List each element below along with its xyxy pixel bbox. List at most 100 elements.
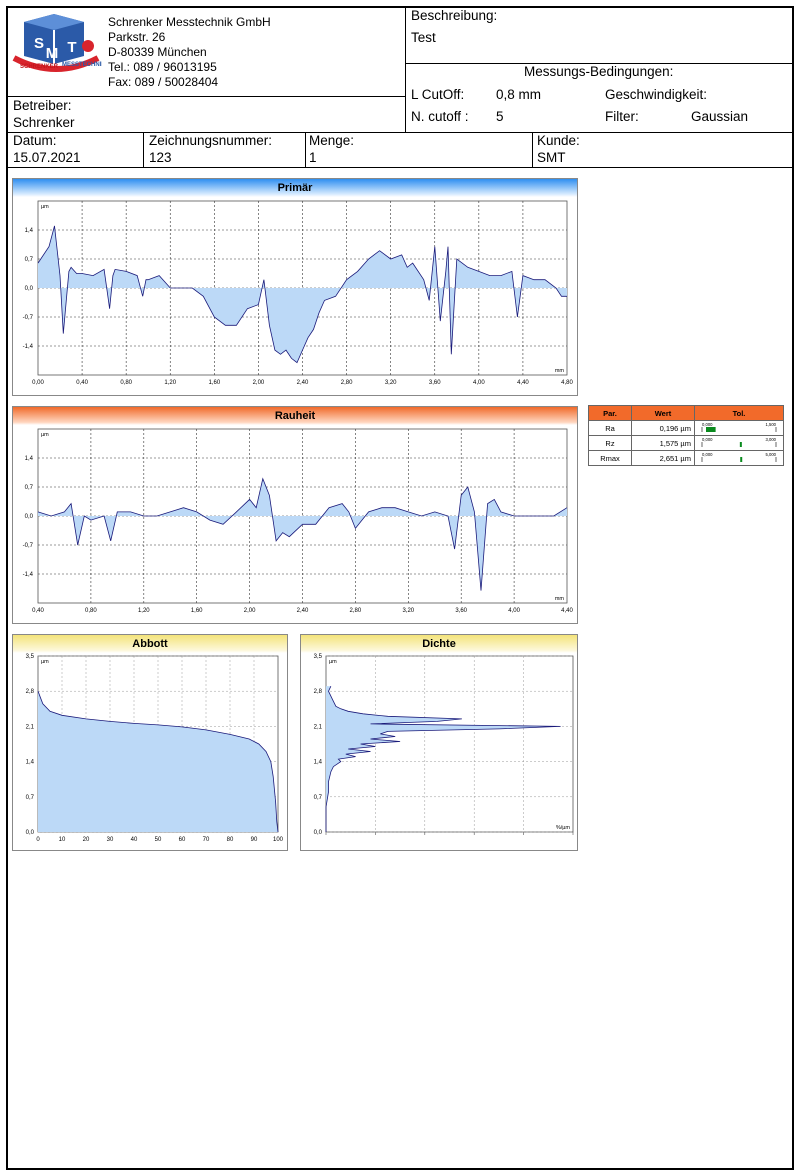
- x-tick-label: 30: [107, 837, 114, 843]
- x-tick-label: 2,40: [297, 608, 309, 614]
- datum-value: 15.07.2021: [13, 150, 81, 165]
- dichte-line: [325, 686, 561, 832]
- x-tick-label: 2,00: [244, 608, 256, 614]
- kunde-value: SMT: [537, 150, 566, 165]
- company-logo: S M T SCHRENKER MESSTECHNIK: [12, 12, 106, 74]
- lcutoff-label: L CutOff:: [411, 87, 465, 102]
- menge-label: Menge:: [309, 133, 355, 148]
- x-tick-label: 0: [36, 837, 40, 843]
- page-frame: [6, 6, 794, 1170]
- y-tick-label: 2,1: [314, 724, 323, 730]
- profile-area: [38, 225, 567, 363]
- x-tick-label: 3,60: [455, 608, 467, 614]
- header-divider: [6, 132, 794, 133]
- abbott-chart: 0 10 20 30 40 50 60 70 80 90 100 3,5 2,8 2,1 1,4 0,7 0,0…: [26, 654, 284, 843]
- header-divider: [405, 6, 406, 132]
- x-unit-label: mm: [555, 368, 565, 374]
- datum-label: Datum:: [13, 133, 57, 148]
- x-tick-label: 10: [59, 837, 66, 843]
- parameter-table-header: Par. Wert Tol.: [588, 405, 784, 421]
- x-tick-label: 2,80: [341, 380, 353, 386]
- x-tick-label: 60: [179, 837, 186, 843]
- x-tick-label: 4,40: [561, 608, 573, 614]
- y-tick-label: 1,4: [314, 760, 323, 766]
- y-tick-label: 0,0: [314, 830, 323, 836]
- x-tick-label: 100: [273, 837, 284, 843]
- tolerance-min: 0,000: [702, 422, 713, 427]
- x-tick-label: 0,80: [85, 608, 97, 614]
- primaer-chart-title: Primär: [13, 179, 577, 197]
- param-name: Rz: [588, 435, 632, 451]
- svg-text:T: T: [67, 39, 76, 56]
- company-name: Schrenker Messtechnik GmbH: [108, 15, 271, 29]
- x-tick-label: 0,80: [120, 380, 132, 386]
- table-row: Rz 1,575 µm 0,000 3,000: [588, 435, 784, 451]
- x-tick-label: 3,20: [402, 608, 414, 614]
- y-tick-label: 3,5: [26, 654, 35, 660]
- param-name: Rmax: [588, 450, 632, 466]
- dichte-chart: 3,5 2,8 2,1 1,4 0,7 0,0 µm %/µm: [314, 654, 574, 836]
- tolerance-min: 0,000: [702, 437, 713, 442]
- company-tel: Tel.: 089 / 96013195: [108, 60, 217, 74]
- table-row: Rmax 2,651 µm 0,000 5,000: [588, 450, 784, 466]
- conditions-title: Messungs-Bedingungen:: [524, 64, 674, 79]
- tolerance-cell: 0,000 3,000: [694, 435, 784, 451]
- y-tick-label: 0,0: [26, 830, 35, 836]
- abbott-area: [38, 691, 278, 832]
- x-unit-label: mm: [555, 596, 565, 602]
- y-unit-label: µm: [329, 659, 337, 665]
- filter-value: Gaussian: [691, 109, 749, 124]
- kunde-label: Kunde:: [537, 133, 580, 148]
- tolerance-max: 3,000: [766, 437, 777, 442]
- y-tick-label: -0,7: [23, 315, 34, 321]
- svg-text:SCHRENKER: SCHRENKER: [20, 64, 59, 70]
- y-tick-label: -0,7: [23, 543, 34, 549]
- tolerance-value-bar: [740, 457, 743, 462]
- col-header-tol: Tol.: [694, 405, 784, 421]
- y-tick-label: 1,4: [25, 228, 34, 234]
- y-tick-label: 1,4: [26, 760, 35, 766]
- ncutoff-value: 5: [496, 109, 504, 124]
- tolerance-bar: 0,000 3,000: [701, 437, 777, 447]
- abbott-line: [37, 691, 279, 833]
- y-tick-label: 2,8: [26, 689, 35, 695]
- x-tick-label: 40: [131, 837, 138, 843]
- primaer-chart-panel: Primär 0,00 0,40 0,80 1,20 1,60 2,00 2,40 2,80 3…: [12, 178, 578, 396]
- x-tick-label: 2,80: [350, 608, 362, 614]
- x-tick-label: 80: [227, 837, 234, 843]
- y-tick-label: 3,5: [314, 654, 323, 660]
- dichte-area: [326, 686, 561, 832]
- x-tick-label: 0,00: [32, 380, 44, 386]
- dichte-chart-title: Dichte: [301, 635, 577, 653]
- x-tick-label: 1,20: [164, 380, 176, 386]
- abbott-chart-title: Abbott: [13, 635, 287, 653]
- y-tick-label: 1,4: [25, 456, 34, 462]
- parameter-table: Par. Wert Tol. Ra 0,196 µm 0,000 1,500 Rz…: [588, 405, 784, 466]
- rauheit-chart-title: Rauheit: [13, 407, 577, 425]
- dichte-chart-panel: Dichte 3,5 2,8 2,1 1,4 0,7 0,0 µm %/µm: [300, 634, 578, 851]
- abbott-chart-panel: Abbott 0 10 20 30 40 50 60 70 80 90 100 3,5 2,8 2,1 1,…: [12, 634, 288, 851]
- y-tick-label: 0,7: [314, 795, 323, 801]
- x-tick-label: 4,00: [473, 380, 485, 386]
- header-divider: [143, 132, 144, 167]
- tolerance-value-bar: [706, 427, 716, 432]
- y-unit-label: µm: [41, 432, 49, 438]
- profile-line: [37, 477, 568, 591]
- x-unit-label: %/µm: [556, 825, 571, 831]
- y-tick-label: -1,4: [23, 344, 34, 350]
- speed-label: Geschwindigkeit:: [605, 87, 708, 102]
- x-tick-label: 4,80: [561, 380, 573, 386]
- svg-text:MESSTECHNIK: MESSTECHNIK: [62, 62, 102, 68]
- x-tick-label: 4,40: [517, 380, 529, 386]
- x-tick-label: 1,20: [138, 608, 150, 614]
- svg-text:S: S: [34, 35, 44, 52]
- y-tick-label: 0,0: [25, 286, 34, 292]
- x-tick-label: 3,20: [385, 380, 397, 386]
- y-tick-label: 0,7: [25, 257, 34, 263]
- tolerance-max: 1,500: [766, 422, 777, 427]
- x-tick-label: 2,00: [253, 380, 265, 386]
- param-value: 0,196 µm: [631, 420, 695, 436]
- rauheit-chart-panel: Rauheit 0,40 0,80 1,20 1,60 2,00 2,40 2,80 3,20…: [12, 406, 578, 624]
- col-header-wert: Wert: [631, 405, 695, 421]
- y-tick-label: 0,7: [25, 485, 34, 491]
